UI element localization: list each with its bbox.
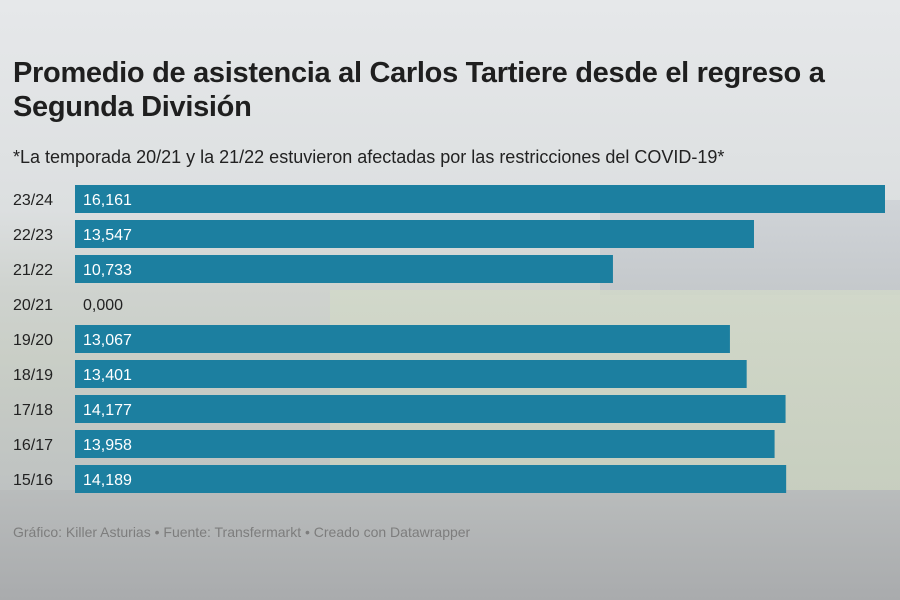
bar xyxy=(75,220,754,248)
category-label: 18/19 xyxy=(13,367,53,384)
category-label: 20/21 xyxy=(13,297,53,314)
bar xyxy=(75,185,885,213)
bar xyxy=(75,325,730,353)
category-label: 22/23 xyxy=(13,227,53,244)
value-label: 0,000 xyxy=(83,297,123,314)
bar xyxy=(75,395,786,423)
bar xyxy=(75,430,775,458)
value-label: 14,189 xyxy=(83,472,132,489)
category-label: 15/16 xyxy=(13,472,53,489)
category-label: 19/20 xyxy=(13,332,53,349)
category-label: 17/18 xyxy=(13,402,53,419)
value-label: 14,177 xyxy=(83,402,132,419)
chart-title: Promedio de asistencia al Carlos Tartier… xyxy=(13,57,825,123)
category-label: 21/22 xyxy=(13,262,53,279)
chart-subtitle: *La temporada 20/21 y la 21/22 estuviero… xyxy=(13,147,725,167)
value-label: 10,733 xyxy=(83,262,132,279)
value-label: 13,401 xyxy=(83,367,132,384)
value-label: 16,161 xyxy=(83,192,132,209)
value-label: 13,958 xyxy=(83,437,132,454)
category-label: 23/24 xyxy=(13,192,53,209)
bar xyxy=(75,255,613,283)
bar xyxy=(75,360,747,388)
chart-footer: Gráfico: Killer Asturias • Fuente: Trans… xyxy=(13,524,471,540)
bar xyxy=(75,465,787,493)
background-crowd xyxy=(0,490,900,600)
value-label: 13,067 xyxy=(83,332,132,349)
category-label: 16/17 xyxy=(13,437,53,454)
value-label: 13,547 xyxy=(83,227,132,244)
